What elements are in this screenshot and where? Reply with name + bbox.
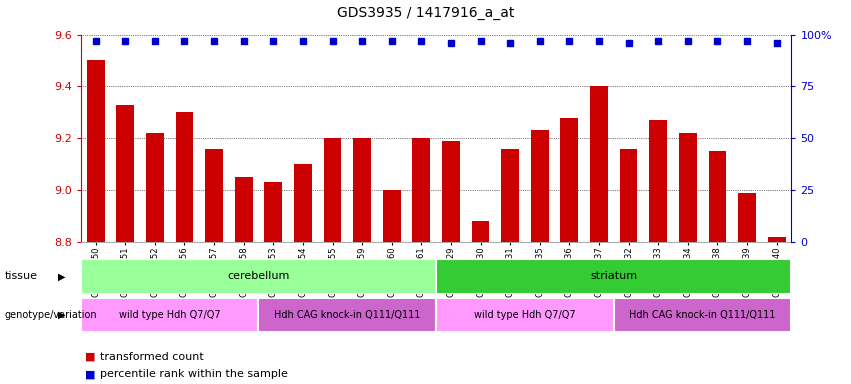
Bar bbox=[679, 133, 697, 242]
Bar bbox=[436, 259, 791, 294]
Bar bbox=[383, 190, 401, 242]
Bar bbox=[235, 177, 253, 242]
Bar bbox=[531, 131, 549, 242]
Text: transformed count: transformed count bbox=[100, 352, 204, 362]
Text: wild type Hdh Q7/Q7: wild type Hdh Q7/Q7 bbox=[474, 310, 576, 320]
Bar bbox=[353, 138, 371, 242]
Text: percentile rank within the sample: percentile rank within the sample bbox=[100, 369, 288, 379]
Text: Hdh CAG knock-in Q111/Q111: Hdh CAG knock-in Q111/Q111 bbox=[274, 310, 420, 320]
Text: Hdh CAG knock-in Q111/Q111: Hdh CAG knock-in Q111/Q111 bbox=[630, 310, 776, 320]
Bar bbox=[590, 86, 608, 242]
Bar bbox=[738, 193, 756, 242]
Bar bbox=[561, 118, 578, 242]
Text: ■: ■ bbox=[85, 369, 95, 379]
Bar bbox=[175, 112, 193, 242]
Text: wild type Hdh Q7/Q7: wild type Hdh Q7/Q7 bbox=[119, 310, 220, 320]
Bar bbox=[471, 221, 489, 242]
Bar bbox=[436, 298, 614, 332]
Bar bbox=[81, 298, 259, 332]
Bar bbox=[620, 149, 637, 242]
Bar bbox=[501, 149, 519, 242]
Bar bbox=[614, 298, 791, 332]
Bar bbox=[259, 298, 436, 332]
Bar bbox=[87, 60, 105, 242]
Text: tissue: tissue bbox=[4, 271, 37, 281]
Bar bbox=[117, 104, 134, 242]
Text: ▶: ▶ bbox=[58, 310, 66, 320]
Bar bbox=[413, 138, 431, 242]
Text: ■: ■ bbox=[85, 352, 95, 362]
Text: genotype/variation: genotype/variation bbox=[4, 310, 97, 320]
Bar bbox=[205, 149, 223, 242]
Bar bbox=[81, 259, 436, 294]
Text: cerebellum: cerebellum bbox=[227, 271, 289, 281]
Text: ▶: ▶ bbox=[58, 271, 66, 281]
Bar bbox=[709, 151, 726, 242]
Bar bbox=[768, 237, 785, 242]
Bar bbox=[265, 182, 283, 242]
Bar bbox=[649, 120, 667, 242]
Bar bbox=[146, 133, 163, 242]
Text: striatum: striatum bbox=[591, 271, 637, 281]
Bar bbox=[323, 138, 341, 242]
Bar bbox=[442, 141, 460, 242]
Text: GDS3935 / 1417916_a_at: GDS3935 / 1417916_a_at bbox=[337, 6, 514, 20]
Bar bbox=[294, 164, 311, 242]
